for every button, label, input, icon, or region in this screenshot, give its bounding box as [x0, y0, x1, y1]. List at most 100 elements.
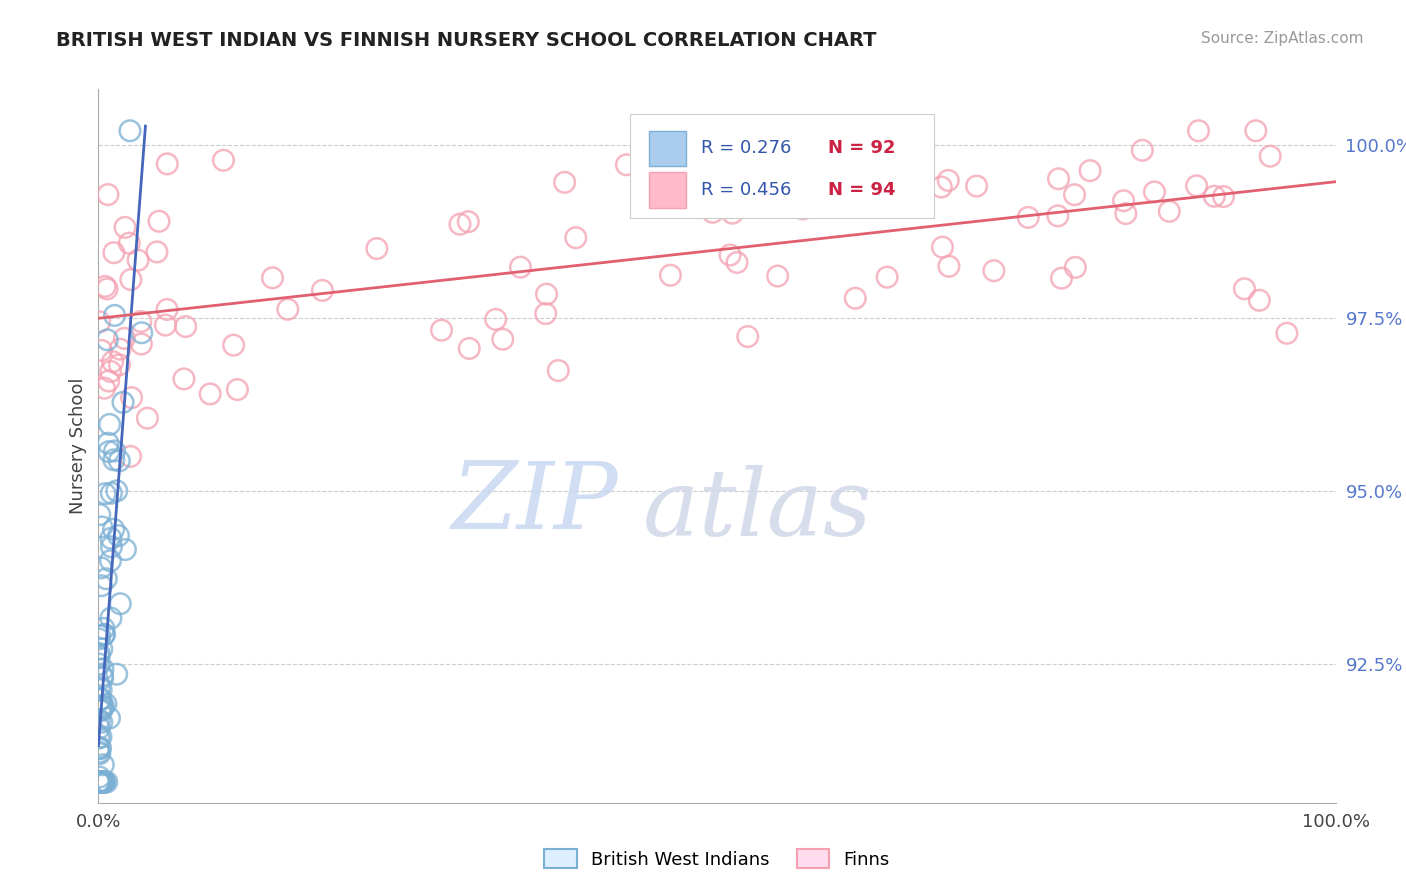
- Point: [103, 522, 125, 536]
- Point: [725, 255, 748, 269]
- Point: [97, 444, 120, 458]
- Y-axis label: Nursery School: Nursery School: [69, 377, 87, 515]
- Point: [103, 444, 125, 458]
- Point: [98, 711, 121, 725]
- Point: [713, 191, 735, 205]
- Point: [90, 775, 112, 789]
- Point: [1130, 143, 1153, 157]
- Point: [111, 395, 134, 409]
- Point: [110, 597, 132, 611]
- Point: [108, 454, 131, 468]
- Point: [1047, 171, 1070, 186]
- Point: [89, 775, 111, 789]
- Point: [155, 318, 177, 332]
- Point: [91, 662, 114, 676]
- Point: [90, 775, 112, 789]
- Point: [156, 302, 179, 317]
- FancyBboxPatch shape: [630, 114, 934, 218]
- Point: [91, 699, 114, 714]
- Point: [118, 124, 141, 138]
- Point: [89, 770, 111, 784]
- Point: [485, 312, 508, 326]
- Point: [173, 372, 195, 386]
- Point: [91, 775, 114, 789]
- Point: [103, 245, 125, 260]
- Point: [212, 153, 235, 168]
- Point: [90, 715, 112, 730]
- Point: [89, 775, 111, 789]
- Point: [89, 315, 111, 329]
- Point: [93, 775, 115, 789]
- Point: [449, 217, 471, 231]
- Point: [860, 178, 883, 192]
- Point: [90, 775, 112, 789]
- Text: atlas: atlas: [643, 466, 872, 555]
- Point: [366, 242, 388, 256]
- Point: [156, 157, 179, 171]
- Point: [89, 703, 111, 717]
- Point: [100, 486, 122, 500]
- Point: [1112, 194, 1135, 208]
- Point: [1204, 189, 1226, 203]
- Point: [1046, 209, 1069, 223]
- Point: [100, 531, 122, 545]
- Point: [1185, 178, 1208, 193]
- Legend: British West Indians, Finns: British West Indians, Finns: [537, 842, 897, 876]
- Point: [131, 337, 153, 351]
- Point: [835, 124, 858, 138]
- Point: [534, 307, 557, 321]
- Point: [105, 483, 128, 498]
- Point: [430, 323, 453, 337]
- Point: [766, 268, 789, 283]
- Point: [87, 740, 110, 755]
- Point: [1050, 271, 1073, 285]
- Point: [89, 775, 111, 789]
- Point: [89, 657, 111, 671]
- Point: [87, 731, 110, 745]
- Point: [90, 561, 112, 575]
- Point: [565, 230, 588, 244]
- Point: [876, 270, 898, 285]
- Point: [93, 628, 115, 642]
- Point: [87, 632, 110, 646]
- Point: [844, 291, 866, 305]
- Text: N = 94: N = 94: [828, 181, 896, 199]
- Point: [509, 260, 531, 275]
- Point: [1258, 149, 1281, 163]
- Point: [100, 540, 122, 554]
- Point: [1063, 187, 1085, 202]
- Point: [87, 775, 110, 789]
- Point: [457, 215, 479, 229]
- Point: [146, 244, 169, 259]
- Point: [100, 554, 122, 568]
- Point: [131, 326, 153, 340]
- Point: [721, 206, 744, 220]
- Point: [226, 383, 249, 397]
- Point: [87, 742, 110, 756]
- Point: [1078, 163, 1101, 178]
- Point: [90, 701, 112, 715]
- Point: [311, 284, 333, 298]
- Point: [87, 775, 110, 789]
- Point: [89, 775, 111, 789]
- Point: [112, 331, 135, 345]
- Point: [114, 220, 136, 235]
- Point: [89, 692, 111, 706]
- Point: [93, 627, 115, 641]
- Point: [737, 329, 759, 343]
- Point: [96, 775, 118, 789]
- Point: [1017, 211, 1039, 225]
- Point: [94, 697, 117, 711]
- Point: [107, 529, 129, 543]
- Point: [129, 314, 152, 328]
- Point: [749, 168, 772, 182]
- Point: [89, 713, 111, 727]
- Point: [93, 381, 115, 395]
- Point: [87, 775, 110, 789]
- Point: [103, 453, 125, 467]
- Point: [1244, 124, 1267, 138]
- Point: [89, 775, 111, 789]
- Text: ZIP: ZIP: [451, 458, 619, 548]
- Point: [93, 775, 115, 789]
- Point: [90, 692, 112, 706]
